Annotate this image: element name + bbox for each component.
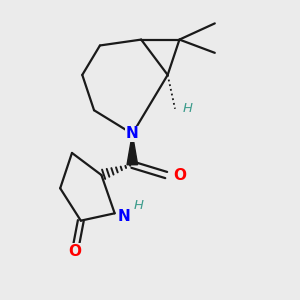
Text: H: H [182, 102, 192, 115]
Text: O: O [174, 167, 187, 182]
Text: H: H [134, 200, 144, 212]
Polygon shape [127, 134, 138, 165]
Text: O: O [68, 244, 81, 259]
Text: N: N [126, 126, 139, 141]
Text: N: N [118, 209, 130, 224]
